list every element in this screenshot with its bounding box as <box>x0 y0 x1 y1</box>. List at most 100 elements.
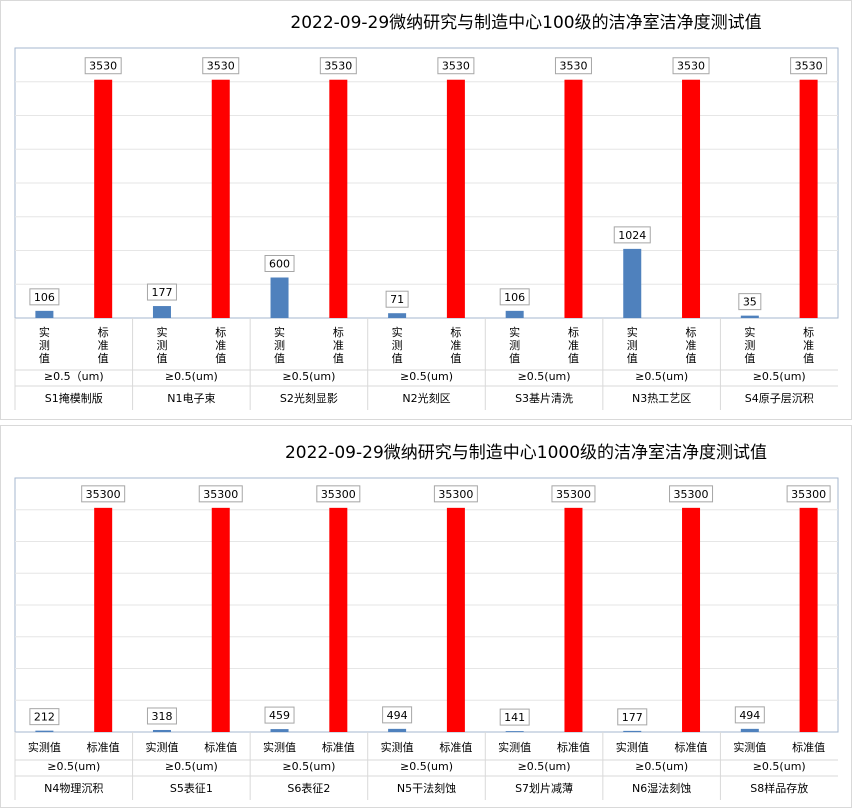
series-axis-label: 标准值 <box>322 740 355 754</box>
data-label-box <box>29 708 60 726</box>
series-axis-char: 标 <box>333 325 344 339</box>
data-label: 35300 <box>438 488 473 501</box>
category-label: N6湿法刻蚀 <box>632 781 691 795</box>
bar-standard <box>211 507 230 732</box>
bar-measured <box>35 310 54 318</box>
series-axis-char: 实 <box>39 325 50 339</box>
series-axis-char: 值 <box>98 352 109 365</box>
data-label-box <box>669 485 714 503</box>
bar-measured <box>623 730 642 732</box>
category-label: N3热工艺区 <box>632 392 691 405</box>
series-axis-char: 准 <box>215 339 226 352</box>
size-label: ≥0.5（um) <box>44 370 104 383</box>
chart-title: 2022-09-29微纳研究与制造中心1000级的洁净室洁净度测试值 <box>285 443 767 463</box>
category-label: S8样品存放 <box>750 781 808 795</box>
data-label-box <box>81 485 126 503</box>
series-axis-char: 标 <box>215 325 226 339</box>
data-label: 3530 <box>559 60 587 73</box>
data-label: 459 <box>269 709 290 722</box>
series-axis-char: 实 <box>744 325 755 339</box>
data-label: 141 <box>504 711 525 724</box>
bar-standard <box>94 507 113 732</box>
bar-measured <box>505 310 524 318</box>
data-label: 177 <box>151 286 172 299</box>
bar-standard <box>446 79 465 318</box>
bar-standard <box>446 507 465 732</box>
data-label-box <box>264 255 295 272</box>
bar-standard <box>682 507 701 732</box>
data-label-box <box>613 226 651 244</box>
data-label: 35300 <box>321 488 356 501</box>
data-label: 35300 <box>556 488 591 501</box>
size-label: ≥0.5(um) <box>753 760 806 773</box>
data-label: 494 <box>739 709 760 722</box>
size-label: ≥0.5(um) <box>282 370 335 383</box>
bar-measured <box>740 728 759 732</box>
bar-measured <box>35 730 54 732</box>
data-label-box <box>264 706 295 724</box>
size-label: ≥0.5(um) <box>282 760 335 773</box>
series-axis-label: 标准值 <box>87 740 120 754</box>
size-label: ≥0.5(um) <box>400 370 453 383</box>
category-label: S3基片清洗 <box>515 392 573 405</box>
bar-standard <box>329 507 348 732</box>
data-label: 3530 <box>677 60 705 73</box>
size-label: ≥0.5(um) <box>635 370 688 383</box>
category-label: S6表征2 <box>287 781 330 795</box>
bar-standard <box>211 79 230 318</box>
data-label: 35300 <box>203 488 238 501</box>
bar-measured <box>270 277 289 318</box>
category-label: S7划片减薄 <box>515 781 573 795</box>
series-axis-char: 值 <box>274 352 285 365</box>
size-label: ≥0.5(um) <box>400 760 453 773</box>
series-axis-char: 准 <box>450 339 461 352</box>
data-label-box <box>382 706 413 724</box>
data-label-box <box>29 288 60 306</box>
series-axis-char: 实 <box>627 325 638 339</box>
data-label-box <box>554 57 592 75</box>
series-axis-char: 值 <box>568 352 579 365</box>
series-axis-label: 标准值 <box>792 740 825 754</box>
data-label-box <box>672 57 710 75</box>
series-axis-char: 测 <box>627 339 638 352</box>
bar-standard <box>799 79 818 318</box>
series-axis-char: 测 <box>39 339 50 352</box>
series-axis-label: 实测值 <box>498 740 531 754</box>
data-label-box <box>499 288 530 306</box>
data-label: 494 <box>387 709 408 722</box>
data-label-box <box>433 485 478 503</box>
series-axis-char: 标 <box>803 325 814 339</box>
bar-measured <box>152 306 171 318</box>
series-axis-label: 标准值 <box>439 740 472 754</box>
bar-standard <box>564 79 583 318</box>
series-axis-char: 测 <box>392 339 403 352</box>
series-axis-char: 值 <box>39 352 50 365</box>
chart-1: 2022-09-29微纳研究与制造中心100级的洁净室洁净度测试值 106 实测值 3… <box>0 0 852 420</box>
bar-standard <box>799 507 818 732</box>
data-label-box <box>437 57 475 75</box>
series-axis-char: 测 <box>274 339 285 352</box>
size-label: ≥0.5(um) <box>518 760 571 773</box>
data-label: 106 <box>504 291 525 304</box>
series-axis-char: 准 <box>98 339 109 352</box>
size-label: ≥0.5(um) <box>47 760 100 773</box>
series-axis-label: 实测值 <box>145 740 178 754</box>
size-label: ≥0.5(um) <box>753 370 806 383</box>
bar-measured <box>388 313 407 318</box>
data-label: 212 <box>34 711 55 724</box>
data-label-box <box>786 485 831 503</box>
series-axis-char: 值 <box>803 352 814 365</box>
series-axis-char: 准 <box>686 339 697 352</box>
series-axis-char: 标 <box>450 325 461 339</box>
data-label: 3530 <box>89 60 117 73</box>
data-label: 600 <box>269 258 290 271</box>
data-label: 177 <box>622 711 643 724</box>
category-label: S4原子层沉积 <box>745 392 814 405</box>
series-axis-label: 标准值 <box>204 740 237 754</box>
series-axis-char: 标 <box>568 325 579 339</box>
data-label-box <box>198 485 243 503</box>
series-axis-char: 值 <box>333 352 344 365</box>
series-axis-char: 准 <box>803 339 814 352</box>
series-axis-label: 实测值 <box>28 740 61 754</box>
data-label-box <box>790 57 828 75</box>
